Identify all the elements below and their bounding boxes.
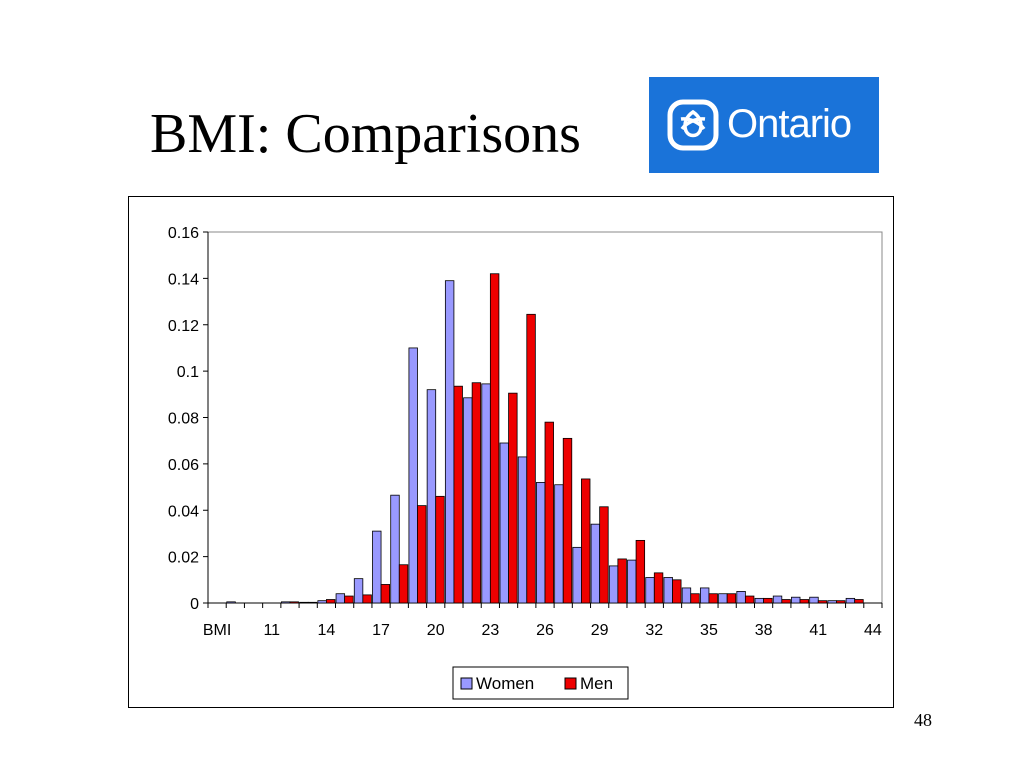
women-bar: [226, 601, 236, 604]
chart-frame: 0 0.02 0.04 0.06 0.08 0.1 0.12 0.14 0.16 BMI 11 14 1…: [128, 196, 894, 708]
women-bar: [645, 577, 655, 604]
men-bar: [690, 593, 700, 604]
x-tick-label: 35: [700, 622, 718, 639]
men-bar: [854, 599, 864, 604]
women-bar: [353, 578, 364, 604]
y-tick-label: 0.04: [168, 503, 199, 520]
men-bar: [489, 273, 500, 604]
women-bar: [317, 600, 327, 604]
men-bar: [508, 392, 518, 604]
men-bar: [398, 564, 409, 604]
y-tick-label: 0.14: [168, 271, 199, 288]
women-bar: [718, 593, 728, 604]
legend-label-men: Men: [580, 674, 613, 693]
men-bar: [453, 385, 463, 604]
x-tick-label: 38: [755, 622, 773, 639]
logo-text: Ontario: [727, 102, 852, 146]
men-bar: [817, 600, 828, 604]
y-tick-label: 0.16: [168, 225, 199, 242]
men-bar: [289, 601, 299, 604]
men-bar: [362, 594, 372, 604]
women-bar: [845, 597, 856, 604]
bmi-chart: 0 0.02 0.04 0.06 0.08 0.1 0.12 0.14 0.16 BMI 11 14 1…: [168, 225, 883, 700]
women-bar: [699, 587, 710, 604]
legend-swatch-men: [564, 677, 577, 690]
men-bar: [417, 505, 427, 604]
women-bar: [499, 442, 509, 604]
slide-title: BMI: Comparisons: [150, 103, 581, 165]
men-bar: [799, 599, 809, 604]
x-tick-label: 14: [318, 622, 336, 639]
women-bar: [299, 601, 309, 604]
women-bar: [372, 530, 382, 604]
men-bar: [380, 584, 391, 604]
y-tick-label: 0.12: [168, 318, 199, 335]
women-bar: [444, 280, 455, 604]
men-bar: [599, 506, 609, 604]
men-bar: [672, 579, 682, 604]
men-bar: [581, 478, 591, 604]
men-bar: [344, 595, 354, 604]
x-tick-label: 32: [645, 622, 663, 639]
page-number: 48: [914, 710, 932, 730]
women-bar: [463, 397, 473, 604]
women-bar: [408, 347, 418, 604]
men-bar: [617, 558, 627, 604]
women-bar: [335, 593, 346, 604]
men-bar: [562, 437, 573, 604]
men-bar: [326, 599, 336, 604]
men-bar: [763, 597, 773, 604]
legend-swatch-women: [460, 677, 473, 690]
legend-label-women: Women: [476, 674, 534, 693]
men-bar: [708, 593, 718, 604]
women-bar: [426, 389, 437, 604]
women-bar: [736, 591, 746, 604]
men-bar: [307, 601, 318, 604]
women-bar: [754, 597, 764, 604]
y-tick-label: 0.08: [168, 411, 199, 428]
y-tick-label: 0: [190, 596, 199, 613]
men-bar: [836, 600, 846, 604]
x-tick-label: BMI: [203, 622, 231, 639]
men-bar: [526, 313, 536, 604]
x-tick-label: 17: [372, 622, 390, 639]
women-bar: [554, 484, 564, 604]
women-bar: [481, 383, 491, 604]
women-bar: [390, 494, 400, 604]
women-bar: [663, 577, 673, 604]
y-tick-label: 0.02: [168, 550, 199, 567]
men-bar: [435, 495, 445, 604]
women-bar: [772, 595, 783, 604]
women-bar: [627, 559, 637, 604]
ontario-logo: Ontario: [649, 77, 879, 173]
x-tick-label: 44: [864, 622, 882, 639]
women-bar: [281, 601, 291, 604]
x-tick-label: 41: [809, 622, 827, 639]
women-bar: [517, 456, 528, 604]
men-bar: [635, 539, 646, 604]
women-bar: [809, 596, 819, 604]
legend: [452, 666, 629, 700]
x-tick-label: 20: [427, 622, 445, 639]
x-tick-label: 29: [591, 622, 609, 639]
men-bar: [544, 421, 554, 604]
women-bar: [681, 587, 692, 604]
men-bar: [653, 572, 664, 604]
women-bar: [791, 596, 801, 604]
women-bar: [572, 546, 582, 604]
men-bar: [471, 382, 482, 604]
y-tick-label: 0.06: [168, 457, 199, 474]
x-tick-label: 26: [536, 622, 554, 639]
men-bar: [726, 593, 737, 604]
y-tick-label: 0.1: [177, 364, 199, 381]
men-bar: [744, 595, 755, 604]
women-bar: [827, 600, 837, 604]
women-bar: [536, 482, 546, 604]
x-tick-label: 23: [481, 622, 499, 639]
women-bar: [608, 565, 619, 604]
trillium-icon: [667, 99, 719, 151]
men-bar: [781, 599, 791, 604]
x-tick-label: 11: [263, 622, 280, 639]
women-bar: [590, 523, 601, 604]
